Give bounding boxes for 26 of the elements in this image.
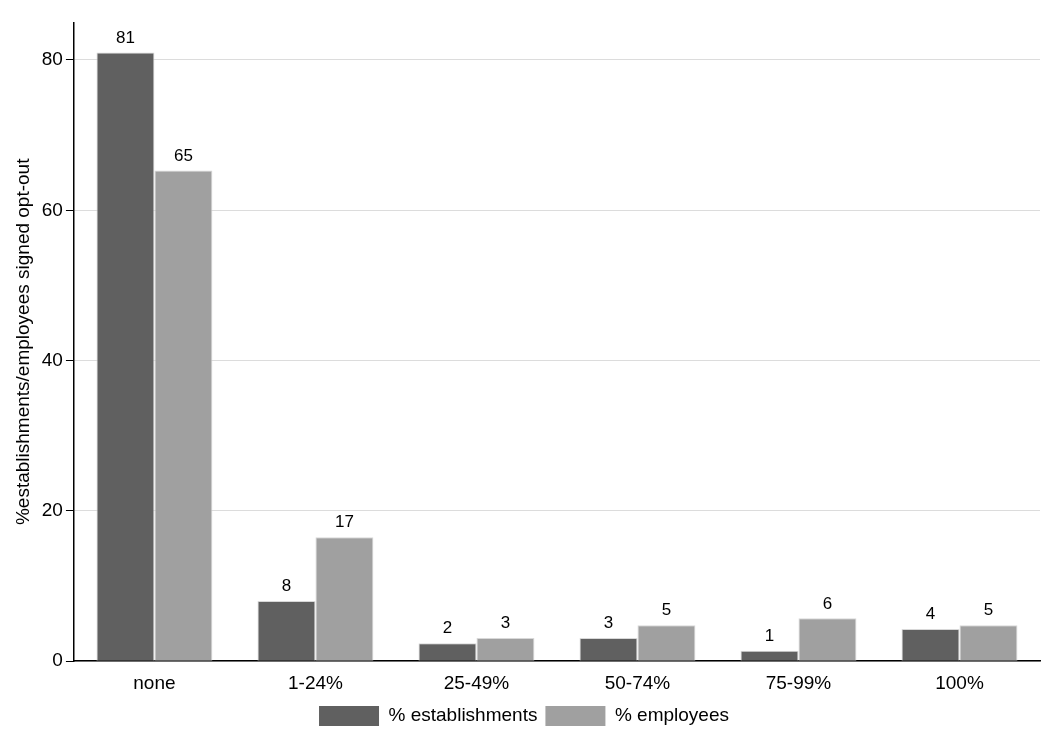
x-tick-label: none — [133, 671, 176, 693]
x-tick-label: 50-74% — [604, 671, 671, 693]
y-tick-label: 60 — [41, 198, 63, 220]
legend-label: % establishments — [388, 704, 538, 726]
data-label: 6 — [822, 593, 833, 613]
data-label: 8 — [281, 576, 292, 596]
data-label: 1 — [764, 625, 775, 645]
y-tick-label: 40 — [41, 348, 63, 370]
data-label: 81 — [116, 27, 135, 47]
data-label: 3 — [500, 613, 511, 633]
x-tick-label: 75-99% — [765, 671, 832, 693]
data-label: 5 — [661, 600, 672, 620]
y-tick-label: 0 — [52, 649, 63, 671]
x-tick-label: 100% — [935, 671, 984, 693]
y-tick-label: 80 — [41, 48, 63, 70]
x-tick-label: 1-24% — [287, 671, 344, 693]
data-label: 65 — [173, 145, 193, 165]
data-label: 5 — [983, 600, 994, 620]
data-label: 2 — [442, 618, 453, 638]
legend-label: % employees — [614, 704, 729, 726]
data-label: 17 — [334, 512, 354, 532]
y-tick-label: 20 — [41, 499, 63, 521]
data-label: 3 — [603, 613, 614, 633]
data-label: 4 — [925, 604, 936, 624]
x-tick-label: 25-49% — [443, 671, 510, 693]
y-axis-title: %establishments/employees signed opt-out — [11, 157, 33, 526]
